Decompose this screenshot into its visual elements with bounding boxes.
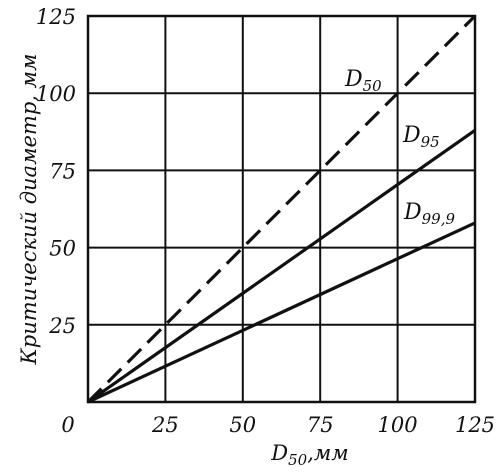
y-tick-labels: 25 50 75 100 125	[36, 5, 76, 338]
y-axis-label: Критический диаметр, мм	[17, 54, 41, 366]
x-tick-label: 100	[378, 413, 418, 437]
x-tick-label: 0	[61, 413, 74, 437]
x-tick-labels: 0 25 50 75 100 125	[61, 413, 495, 437]
series-line-2	[87, 221, 476, 404]
y-tick-label: 50	[49, 237, 76, 261]
x-tick-label: 125	[455, 413, 495, 437]
series-lines	[86, 14, 477, 404]
series-label-d99-9: D99,9	[403, 200, 455, 228]
plot-frame	[86, 14, 477, 404]
y-tick-label: 75	[49, 159, 76, 183]
y-tick-label: 25	[48, 314, 76, 338]
series-line-0	[86, 14, 477, 404]
y-tick-label: 125	[36, 5, 76, 29]
series-label-d50: D50	[344, 67, 382, 95]
x-tick-label: 25	[151, 413, 179, 437]
x-tick-label: 50	[229, 413, 256, 437]
series-label-d95: D95	[402, 123, 440, 151]
y-tick-label: 100	[36, 82, 76, 106]
series-line-1	[87, 128, 476, 404]
x-axis-label: D50,мм	[270, 441, 348, 469]
x-tick-label: 75	[307, 413, 334, 437]
